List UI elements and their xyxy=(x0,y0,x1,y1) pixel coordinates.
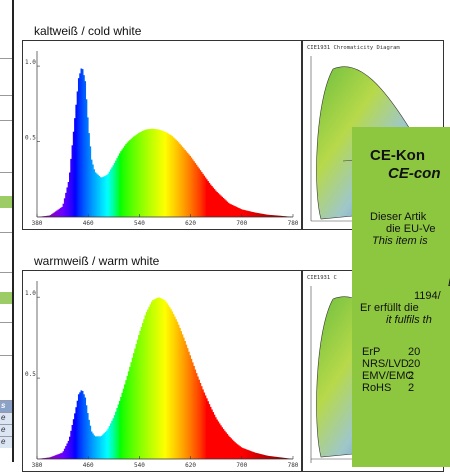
x-tick-label: 620 xyxy=(185,462,196,469)
spectrum-panel-cold: 1.0 0.5 380 460 540 620 700 780 xyxy=(22,40,302,230)
ce-title-en: CE-con xyxy=(388,165,441,182)
y-tick-label: 1.0 xyxy=(25,59,36,66)
cie-title: CIE1931 Chromaticity Diagram xyxy=(307,45,400,51)
rail-tab-label: e xyxy=(1,437,5,446)
y-tick-label: 0.5 xyxy=(25,135,36,142)
rail-green-block xyxy=(0,292,12,304)
cie-title: CIE1931 C xyxy=(307,275,337,281)
x-tick-label: 380 xyxy=(32,220,43,227)
ce-text-line: This item is xyxy=(372,235,428,247)
rail-tab[interactable]: s xyxy=(0,400,12,412)
rail-tab[interactable]: e xyxy=(0,412,12,424)
section-title-cold: kaltweiß / cold white xyxy=(34,24,141,38)
x-tick-label: 460 xyxy=(83,462,94,469)
ce-title-de: CE-Kon xyxy=(370,147,425,164)
directive-name: ErP xyxy=(362,346,408,358)
ce-text-line: 1194/ xyxy=(414,290,441,302)
section-title-warm: warmweiß / warm white xyxy=(34,254,159,268)
x-tick-label: 700 xyxy=(236,220,247,227)
rail-divider xyxy=(0,120,12,121)
x-tick-label: 380 xyxy=(32,462,43,469)
left-rail: s e e e xyxy=(0,0,14,462)
x-tick-label: 540 xyxy=(134,462,145,469)
directive-name: NRS/LVD xyxy=(362,358,408,370)
rail-tab-label: s xyxy=(1,401,5,410)
x-tick-label: 700 xyxy=(236,462,247,469)
rail-tab[interactable]: e xyxy=(0,424,12,436)
spectrum-panel-warm: 1.0 0.5 380 460 540 620 700 780 xyxy=(22,270,302,472)
ce-directive-row: EMV/EMC2 xyxy=(362,370,420,382)
ce-text-line: it fulfils th xyxy=(386,314,432,326)
rail-divider xyxy=(0,58,12,59)
directive-name: EMV/EMC xyxy=(362,370,408,382)
directive-value: 20 xyxy=(408,346,420,358)
ce-text-line: Dieser Artik xyxy=(370,211,426,223)
x-tick-label: 620 xyxy=(185,220,196,227)
spectrum-chart-warm: 1.0 0.5 380 460 540 620 700 780 xyxy=(23,271,301,471)
rail-divider xyxy=(0,232,12,233)
directive-value: 2 xyxy=(408,382,414,394)
y-tick-label: 0.5 xyxy=(25,371,36,378)
rail-divider xyxy=(0,172,12,173)
x-tick-label: 780 xyxy=(288,462,299,469)
ce-text-line: Er erfüllt die xyxy=(360,302,419,314)
rail-tab-label: e xyxy=(1,425,5,434)
rail-divider xyxy=(0,272,12,273)
rail-divider xyxy=(0,355,12,356)
spectrum-chart-cold: 1.0 0.5 380 460 540 620 700 780 xyxy=(23,41,301,229)
directive-value: 2 xyxy=(408,370,414,382)
x-tick-label: 460 xyxy=(83,220,94,227)
rail-green-block xyxy=(0,196,12,208)
x-tick-label: 780 xyxy=(288,220,299,227)
ce-conformity-box: CE-Kon CE-con Dieser Artik die EU-Ve Thi… xyxy=(352,127,450,467)
directive-value: 20 xyxy=(408,358,420,370)
rail-tab-label: e xyxy=(1,413,5,422)
directive-name: RoHS xyxy=(362,382,408,394)
rail-divider xyxy=(0,95,12,96)
ce-directive-row: NRS/LVD20 xyxy=(362,358,420,370)
rail-tab[interactable]: e xyxy=(0,436,12,448)
x-tick-label: 540 xyxy=(134,220,145,227)
rail-divider xyxy=(0,322,12,323)
ce-text-line: die EU-Ve xyxy=(386,223,436,235)
y-tick-label: 1.0 xyxy=(25,290,36,297)
